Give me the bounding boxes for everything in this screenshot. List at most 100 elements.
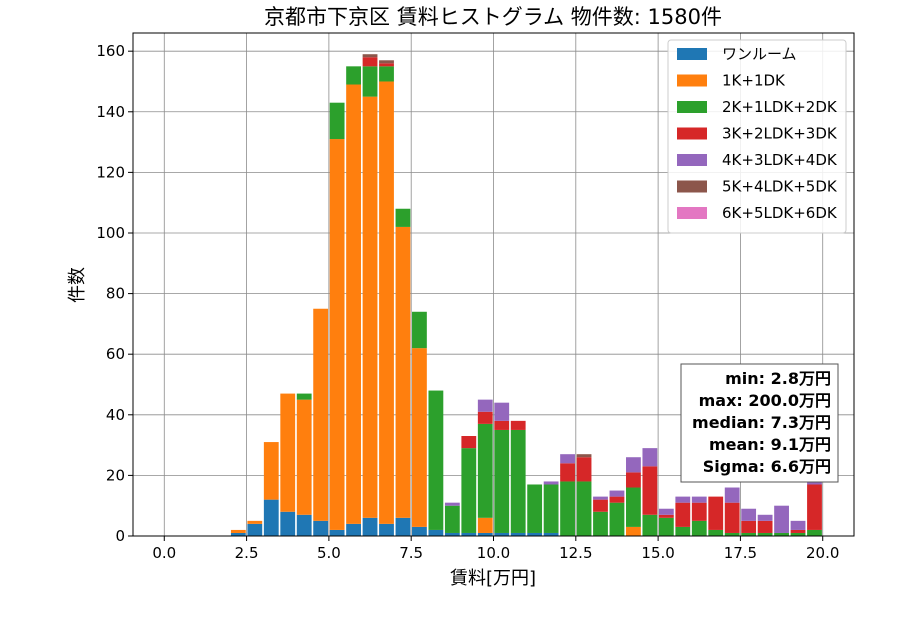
legend-label-4: 4K+3LDK+4DK (722, 151, 838, 169)
bar-3-29 (708, 496, 724, 530)
bar-3-25 (642, 466, 658, 515)
bar-0-1 (247, 523, 263, 536)
stats-sigma: Sigma: 6.6万円 (703, 457, 831, 476)
bar-4-19 (543, 481, 559, 485)
bar-1-10 (395, 226, 411, 518)
bar-4-35 (807, 481, 822, 485)
x-tick-label-1: 2.5 (235, 544, 259, 562)
bar-2-35 (807, 529, 822, 536)
stats-median: median: 7.3万円 (692, 413, 831, 432)
bar-4-13 (444, 502, 460, 506)
bar-2-10 (395, 208, 411, 227)
bar-1-7 (346, 84, 361, 524)
bar-4-25 (642, 448, 658, 467)
bar-0-6 (329, 529, 345, 536)
bar-3-32 (757, 520, 773, 533)
legend-swatch-1 (677, 74, 707, 87)
bar-3-24 (626, 472, 641, 488)
bar-4-34 (790, 520, 806, 530)
x-tick-label-5: 12.5 (559, 544, 592, 562)
bar-5-21 (576, 454, 592, 458)
bar-2-27 (675, 526, 691, 536)
bar-3-35 (807, 484, 822, 530)
bar-2-21 (576, 481, 592, 536)
x-tick-label-0: 0.0 (152, 544, 176, 562)
bar-3-22 (593, 499, 608, 512)
legend-label-6: 6K+5LDK+6DK (722, 204, 838, 222)
y-tick-label-1: 20 (106, 466, 125, 484)
y-tick-label-6: 120 (96, 163, 125, 181)
bar-0-16 (494, 532, 510, 536)
bar-2-20 (560, 481, 575, 536)
bar-0-17 (510, 532, 526, 536)
y-axis-label: 件数 (67, 267, 88, 303)
bar-2-12 (428, 390, 444, 530)
bar-4-28 (691, 496, 707, 503)
bar-0-12 (428, 529, 444, 536)
bar-0-2 (263, 499, 279, 536)
bar-4-15 (477, 399, 493, 412)
bar-3-14 (461, 436, 477, 449)
x-tick-label-6: 15.0 (641, 544, 674, 562)
x-tick-label-2: 5.0 (317, 544, 341, 562)
legend-label-1: 1K+1DK (722, 72, 786, 90)
bar-0-7 (346, 523, 361, 536)
bar-2-33 (774, 532, 789, 536)
bar-0-19 (543, 532, 559, 536)
bar-4-30 (724, 487, 740, 503)
stats-mean: mean: 9.1万円 (709, 435, 831, 454)
bar-2-18 (527, 484, 543, 533)
bar-3-9 (379, 63, 394, 67)
bar-1-8 (362, 96, 378, 518)
bar-3-27 (675, 502, 691, 527)
bar-4-33 (774, 505, 789, 533)
legend-swatch-0 (677, 48, 707, 60)
bar-2-14 (461, 448, 477, 533)
bar-2-30 (724, 532, 740, 536)
bar-0-3 (280, 511, 296, 536)
legend-swatch-2 (677, 101, 707, 113)
stats-min: min: 2.8万円 (725, 369, 831, 388)
y-tick-label-0: 0 (115, 527, 125, 545)
bars (230, 54, 822, 536)
bar-2-31 (741, 532, 757, 536)
legend-label-5: 5K+4LDK+5DK (722, 178, 838, 196)
y-tick-label-3: 60 (106, 345, 125, 363)
bar-4-23 (609, 490, 625, 497)
bar-2-24 (626, 487, 641, 527)
bar-3-20 (560, 463, 575, 482)
x-tick-label-4: 10.0 (477, 544, 510, 562)
bar-0-15 (477, 532, 493, 536)
bar-0-11 (412, 526, 427, 536)
bar-0-10 (395, 517, 411, 536)
bar-2-32 (757, 532, 773, 536)
bar-0-8 (362, 517, 378, 536)
bar-5-9 (379, 60, 394, 64)
bar-4-20 (560, 454, 575, 464)
bar-2-13 (444, 505, 460, 533)
legend-swatch-3 (677, 127, 707, 140)
bar-2-16 (494, 429, 510, 533)
stats-box-frame (680, 363, 839, 483)
legend-box (667, 39, 847, 234)
bar-2-4 (296, 393, 312, 400)
bar-0-5 (313, 520, 329, 536)
bar-0-18 (527, 532, 543, 536)
y-tick-label-7: 140 (96, 103, 125, 121)
y-tick-label-5: 100 (96, 224, 125, 242)
bar-2-25 (642, 514, 658, 536)
bar-0-9 (379, 523, 394, 536)
bar-3-21 (576, 457, 592, 482)
bar-3-34 (790, 529, 806, 533)
bar-1-0 (230, 529, 246, 533)
bar-1-9 (379, 81, 394, 524)
bar-3-28 (691, 502, 707, 521)
bar-2-34 (790, 532, 806, 536)
bar-3-8 (362, 57, 378, 67)
bar-4-22 (593, 496, 608, 500)
bar-3-26 (658, 514, 674, 518)
bar-3-31 (741, 520, 757, 533)
y-tick-label-8: 160 (96, 42, 125, 60)
bar-2-23 (609, 502, 625, 536)
